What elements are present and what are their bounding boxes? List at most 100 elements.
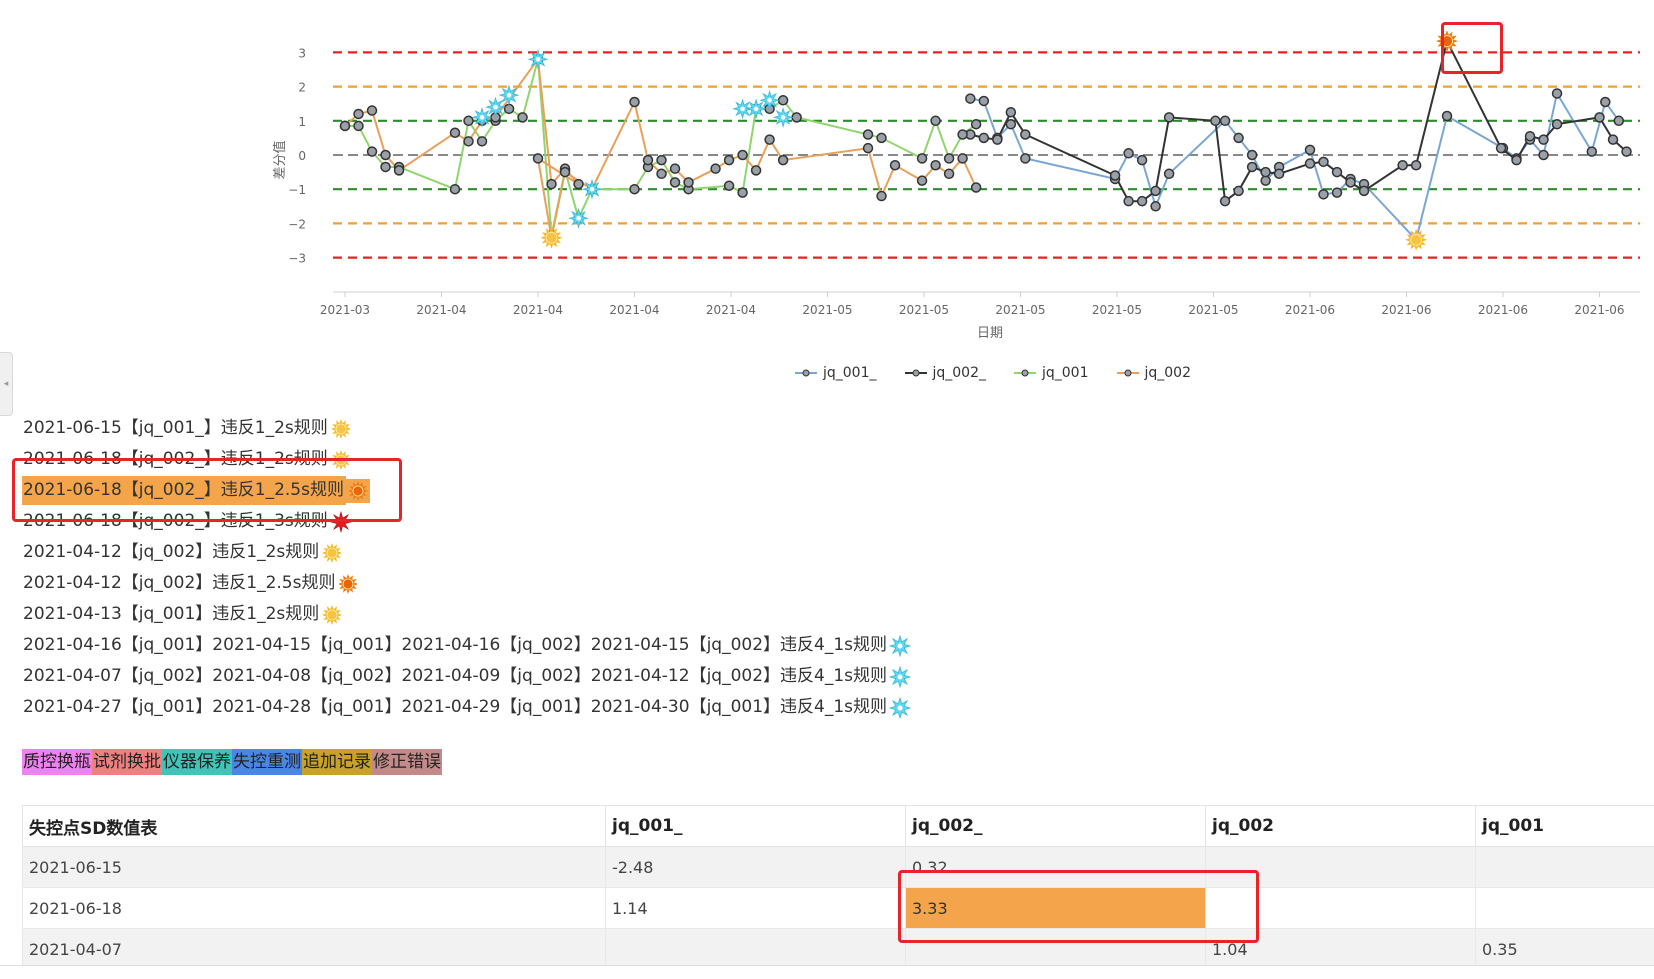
data-point-jq_002[interactable] (561, 168, 570, 177)
sidebar-collapse-handle[interactable]: ◂ (0, 352, 13, 416)
data-point-jq_002_[interactable] (1021, 130, 1030, 139)
data-point-jq_001[interactable] (931, 116, 940, 125)
data-point-jq_002_[interactable] (1346, 178, 1355, 187)
data-point-jq_002[interactable] (945, 169, 954, 178)
data-point-jq_002[interactable] (738, 151, 747, 160)
data-point-jq_002[interactable] (354, 109, 363, 118)
instrument-maintenance-button[interactable]: 仪器保养 (162, 749, 232, 775)
violation-item[interactable]: 2021-04-12【jq_002】违反1_2s规则 (22, 537, 912, 568)
data-point-jq_002[interactable] (368, 106, 377, 115)
violation-item[interactable]: 2021-04-13【jq_001】违反1_2s规则 (22, 599, 912, 630)
data-point-jq_001_[interactable] (1333, 188, 1342, 197)
data-point-jq_002[interactable] (891, 161, 900, 170)
data-point-jq_001_[interactable] (1319, 190, 1328, 199)
data-point-jq_002[interactable] (534, 154, 543, 163)
data-point-jq_001[interactable] (381, 162, 390, 171)
legend-item[interactable]: jq_001 (1014, 365, 1089, 381)
data-point-jq_001[interactable] (918, 154, 927, 163)
data-point-jq_002_[interactable] (1497, 144, 1506, 153)
data-point-jq_002_[interactable] (1275, 169, 1284, 178)
data-point-jq_001_[interactable] (966, 94, 975, 103)
data-point-jq_001[interactable] (864, 130, 873, 139)
data-point-jq_002_[interactable] (1333, 168, 1342, 177)
data-point-jq_002_[interactable] (1319, 157, 1328, 166)
data-point-jq_001_[interactable] (1539, 151, 1548, 160)
data-point-jq_002[interactable] (574, 180, 583, 189)
data-point-jq_002_[interactable] (1165, 113, 1174, 122)
table-header-cell[interactable]: jq_001_ (606, 806, 906, 847)
data-point-jq_001[interactable] (464, 116, 473, 125)
violation-item[interactable]: 2021-06-18【jq_002_】违反1_2.5s规则 (22, 475, 912, 506)
data-point-jq_002[interactable] (864, 144, 873, 153)
data-point-jq_001_[interactable] (1138, 156, 1147, 165)
violation-item[interactable]: 2021-04-27【jq_001】2021-04-28【jq_001】2021… (22, 692, 912, 723)
data-point-jq_002[interactable] (341, 121, 350, 130)
data-point-jq_002_[interactable] (1526, 132, 1535, 141)
data-point-jq_001_[interactable] (1587, 147, 1596, 156)
data-point-jq_002[interactable] (395, 166, 404, 175)
data-point-jq_001_[interactable] (1261, 176, 1270, 185)
data-point-jq_001_[interactable] (1165, 169, 1174, 178)
data-point-jq_001[interactable] (877, 133, 886, 142)
qc-bottle-change-button[interactable]: 质控换瓶 (22, 749, 92, 775)
out-of-control-retest-button[interactable]: 失控重测 (232, 749, 302, 775)
data-point-jq_002[interactable] (972, 183, 981, 192)
data-point-jq_001[interactable] (725, 181, 734, 190)
data-point-jq_001_[interactable] (1221, 116, 1230, 125)
legend-item[interactable]: jq_002 (1117, 365, 1192, 381)
data-point-jq_001_[interactable] (1306, 145, 1315, 154)
data-point-jq_002_[interactable] (1622, 147, 1631, 156)
data-point-jq_002_[interactable] (1512, 156, 1521, 165)
data-point-jq_001[interactable] (958, 130, 967, 139)
data-point-jq_002_[interactable] (1124, 197, 1133, 206)
data-point-jq_002_[interactable] (993, 135, 1002, 144)
data-point-jq_002[interactable] (877, 192, 886, 201)
reagent-batch-change-button[interactable]: 试剂换批 (92, 749, 162, 775)
append-record-button[interactable]: 追加记录 (302, 749, 372, 775)
data-point-jq_002_[interactable] (1412, 161, 1421, 170)
data-point-jq_002_[interactable] (1306, 159, 1315, 168)
data-point-jq_002_[interactable] (1138, 197, 1147, 206)
data-point-jq_001_[interactable] (1553, 89, 1562, 98)
data-point-jq_002_[interactable] (1261, 168, 1270, 177)
bottom-scrollbar[interactable] (0, 965, 1654, 979)
data-point-jq_002[interactable] (684, 178, 693, 187)
correct-error-button[interactable]: 修正错误 (372, 749, 442, 775)
data-point-jq_002_[interactable] (979, 133, 988, 142)
data-point-jq_001[interactable] (972, 120, 981, 129)
data-point-jq_002_[interactable] (1398, 161, 1407, 170)
data-point-jq_002[interactable] (931, 161, 940, 170)
data-point-jq_001_[interactable] (1443, 112, 1452, 121)
data-point-jq_002_[interactable] (1360, 186, 1369, 195)
data-point-jq_001[interactable] (630, 185, 639, 194)
data-point-jq_001[interactable] (945, 154, 954, 163)
data-point-jq_001[interactable] (779, 96, 788, 105)
data-point-jq_001[interactable] (671, 178, 680, 187)
data-point-jq_002[interactable] (630, 97, 639, 106)
data-point-jq_002[interactable] (958, 154, 967, 163)
data-point-jq_001[interactable] (738, 188, 747, 197)
data-point-jq_002[interactable] (711, 164, 720, 173)
data-point-jq_002[interactable] (381, 151, 390, 160)
violation-item[interactable]: 2021-06-18【jq_002_】违反1_3s规则 (22, 506, 912, 537)
data-point-jq_002[interactable] (547, 180, 556, 189)
data-point-jq_002[interactable] (644, 156, 653, 165)
data-point-jq_002_[interactable] (1609, 135, 1618, 144)
data-point-jq_002[interactable] (779, 156, 788, 165)
data-point-jq_001_[interactable] (1124, 149, 1133, 158)
table-header-cell[interactable]: jq_002 (1206, 806, 1476, 847)
data-point-jq_001_[interactable] (1601, 97, 1610, 106)
data-point-jq_002_[interactable] (1234, 186, 1243, 195)
data-point-jq_002_[interactable] (1221, 197, 1230, 206)
data-point-jq_001_[interactable] (1234, 133, 1243, 142)
data-point-jq_001[interactable] (657, 156, 666, 165)
data-point-jq_002[interactable] (918, 176, 927, 185)
data-point-jq_002[interactable] (671, 164, 680, 173)
data-point-jq_002_[interactable] (1595, 113, 1604, 122)
data-point-jq_001_[interactable] (1021, 154, 1030, 163)
data-point-jq_002_[interactable] (1248, 162, 1257, 171)
violation-item[interactable]: 2021-06-15【jq_001_】违反1_2s规则 (22, 413, 912, 444)
data-point-jq_002[interactable] (752, 166, 761, 175)
